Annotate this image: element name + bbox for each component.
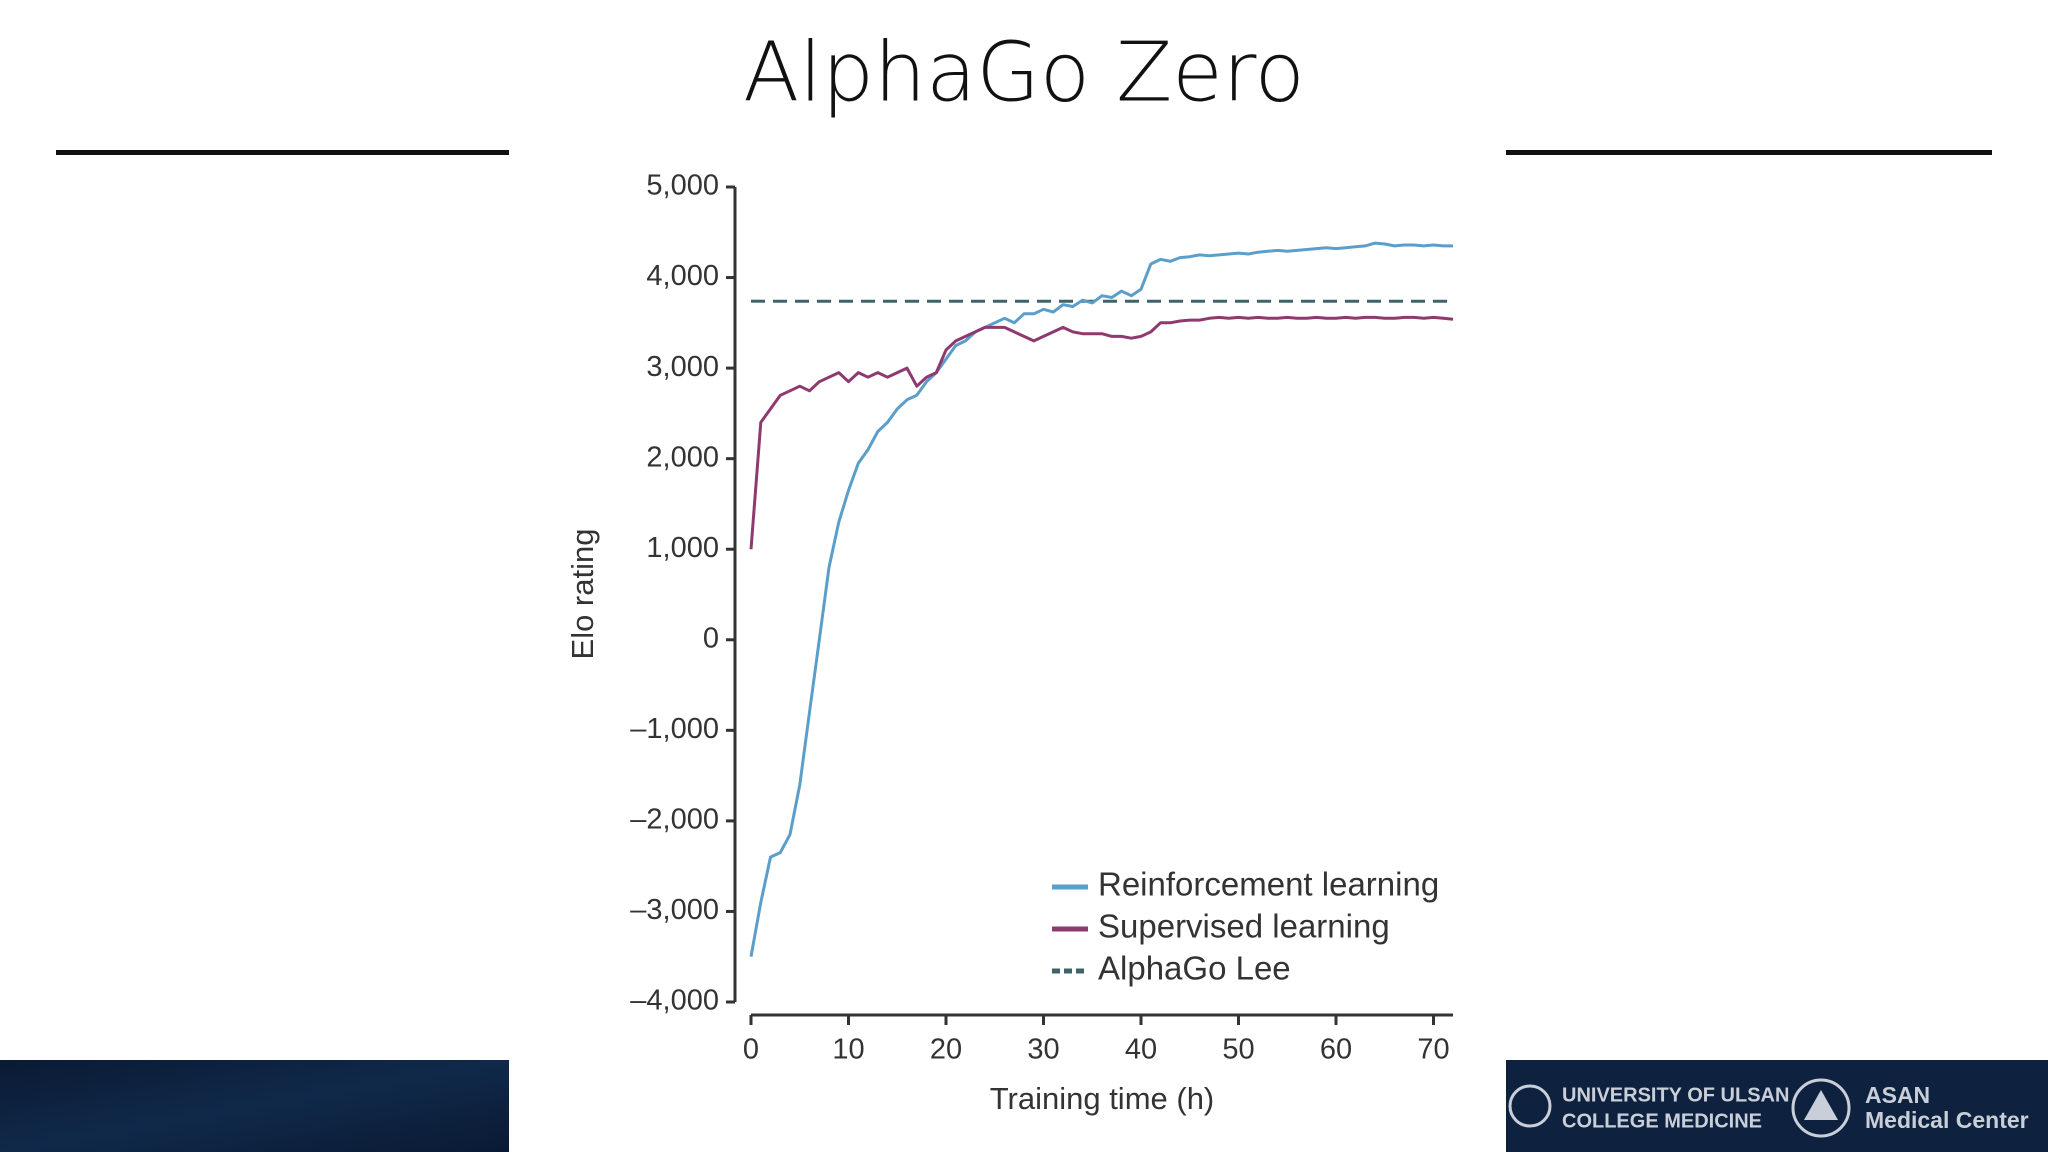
x-tick-label: 0 (743, 1034, 759, 1066)
logo-ulsan: UNIVERSITY OF ULSAN COLLEGE MEDICINE (1508, 1084, 1789, 1132)
logo-text: ASAN (1865, 1082, 1930, 1108)
logo-icon (1804, 1090, 1838, 1120)
logo-text: COLLEGE MEDICINE (1562, 1110, 1762, 1132)
x-tick-label: 40 (1125, 1034, 1157, 1066)
x-axis-label: Training time (h) (990, 1081, 1215, 1116)
y-tick-label: 4,000 (646, 260, 719, 292)
series-line (749, 315, 1454, 550)
series-line (749, 241, 1453, 957)
x-tick-label: 50 (1222, 1034, 1254, 1066)
logo-icon (1791, 1078, 1851, 1138)
y-tick-label: 2,000 (646, 441, 719, 473)
y-tick-label: –4,000 (630, 985, 719, 1017)
legend-label: Supervised learning (1098, 908, 1390, 945)
footer-bar (1506, 1060, 2048, 1152)
logo-icon (1508, 1084, 1552, 1128)
x-tick-label: 20 (930, 1034, 962, 1066)
chart: –4,000 –3,000 –2,000 –1,000 0 1,000 2,000 3,000… (565, 170, 1454, 1116)
y-tick-label: –1,000 (630, 713, 719, 745)
y-tick-label: 0 (703, 622, 719, 654)
y-tick-label: 5,000 (646, 170, 719, 202)
legend-label: Reinforcement learning (1098, 866, 1439, 903)
logo-text: UNIVERSITY OF ULSAN (1562, 1084, 1789, 1106)
x-tick-label: 10 (832, 1034, 864, 1066)
y-tick-label: 1,000 (646, 532, 719, 564)
slide-title: AlphaGo Zero (743, 26, 1305, 121)
title-rule (1506, 150, 1992, 155)
y-tick-label: –3,000 (630, 894, 719, 926)
x-tick-label: 60 (1320, 1034, 1352, 1066)
title-rule (56, 150, 509, 155)
y-axis-label: Elo rating (565, 529, 600, 660)
legend-label: AlphaGo Lee (1098, 950, 1291, 987)
y-tick-label: –2,000 (630, 804, 719, 836)
footer-bar (0, 1060, 509, 1152)
x-tick-label: 30 (1027, 1034, 1059, 1066)
y-tick-label: 3,000 (646, 351, 719, 383)
logo-asan: ASAN Medical Center (1791, 1078, 2029, 1138)
logo-text: Medical Center (1865, 1107, 2029, 1133)
x-tick-label: 70 (1417, 1034, 1449, 1066)
